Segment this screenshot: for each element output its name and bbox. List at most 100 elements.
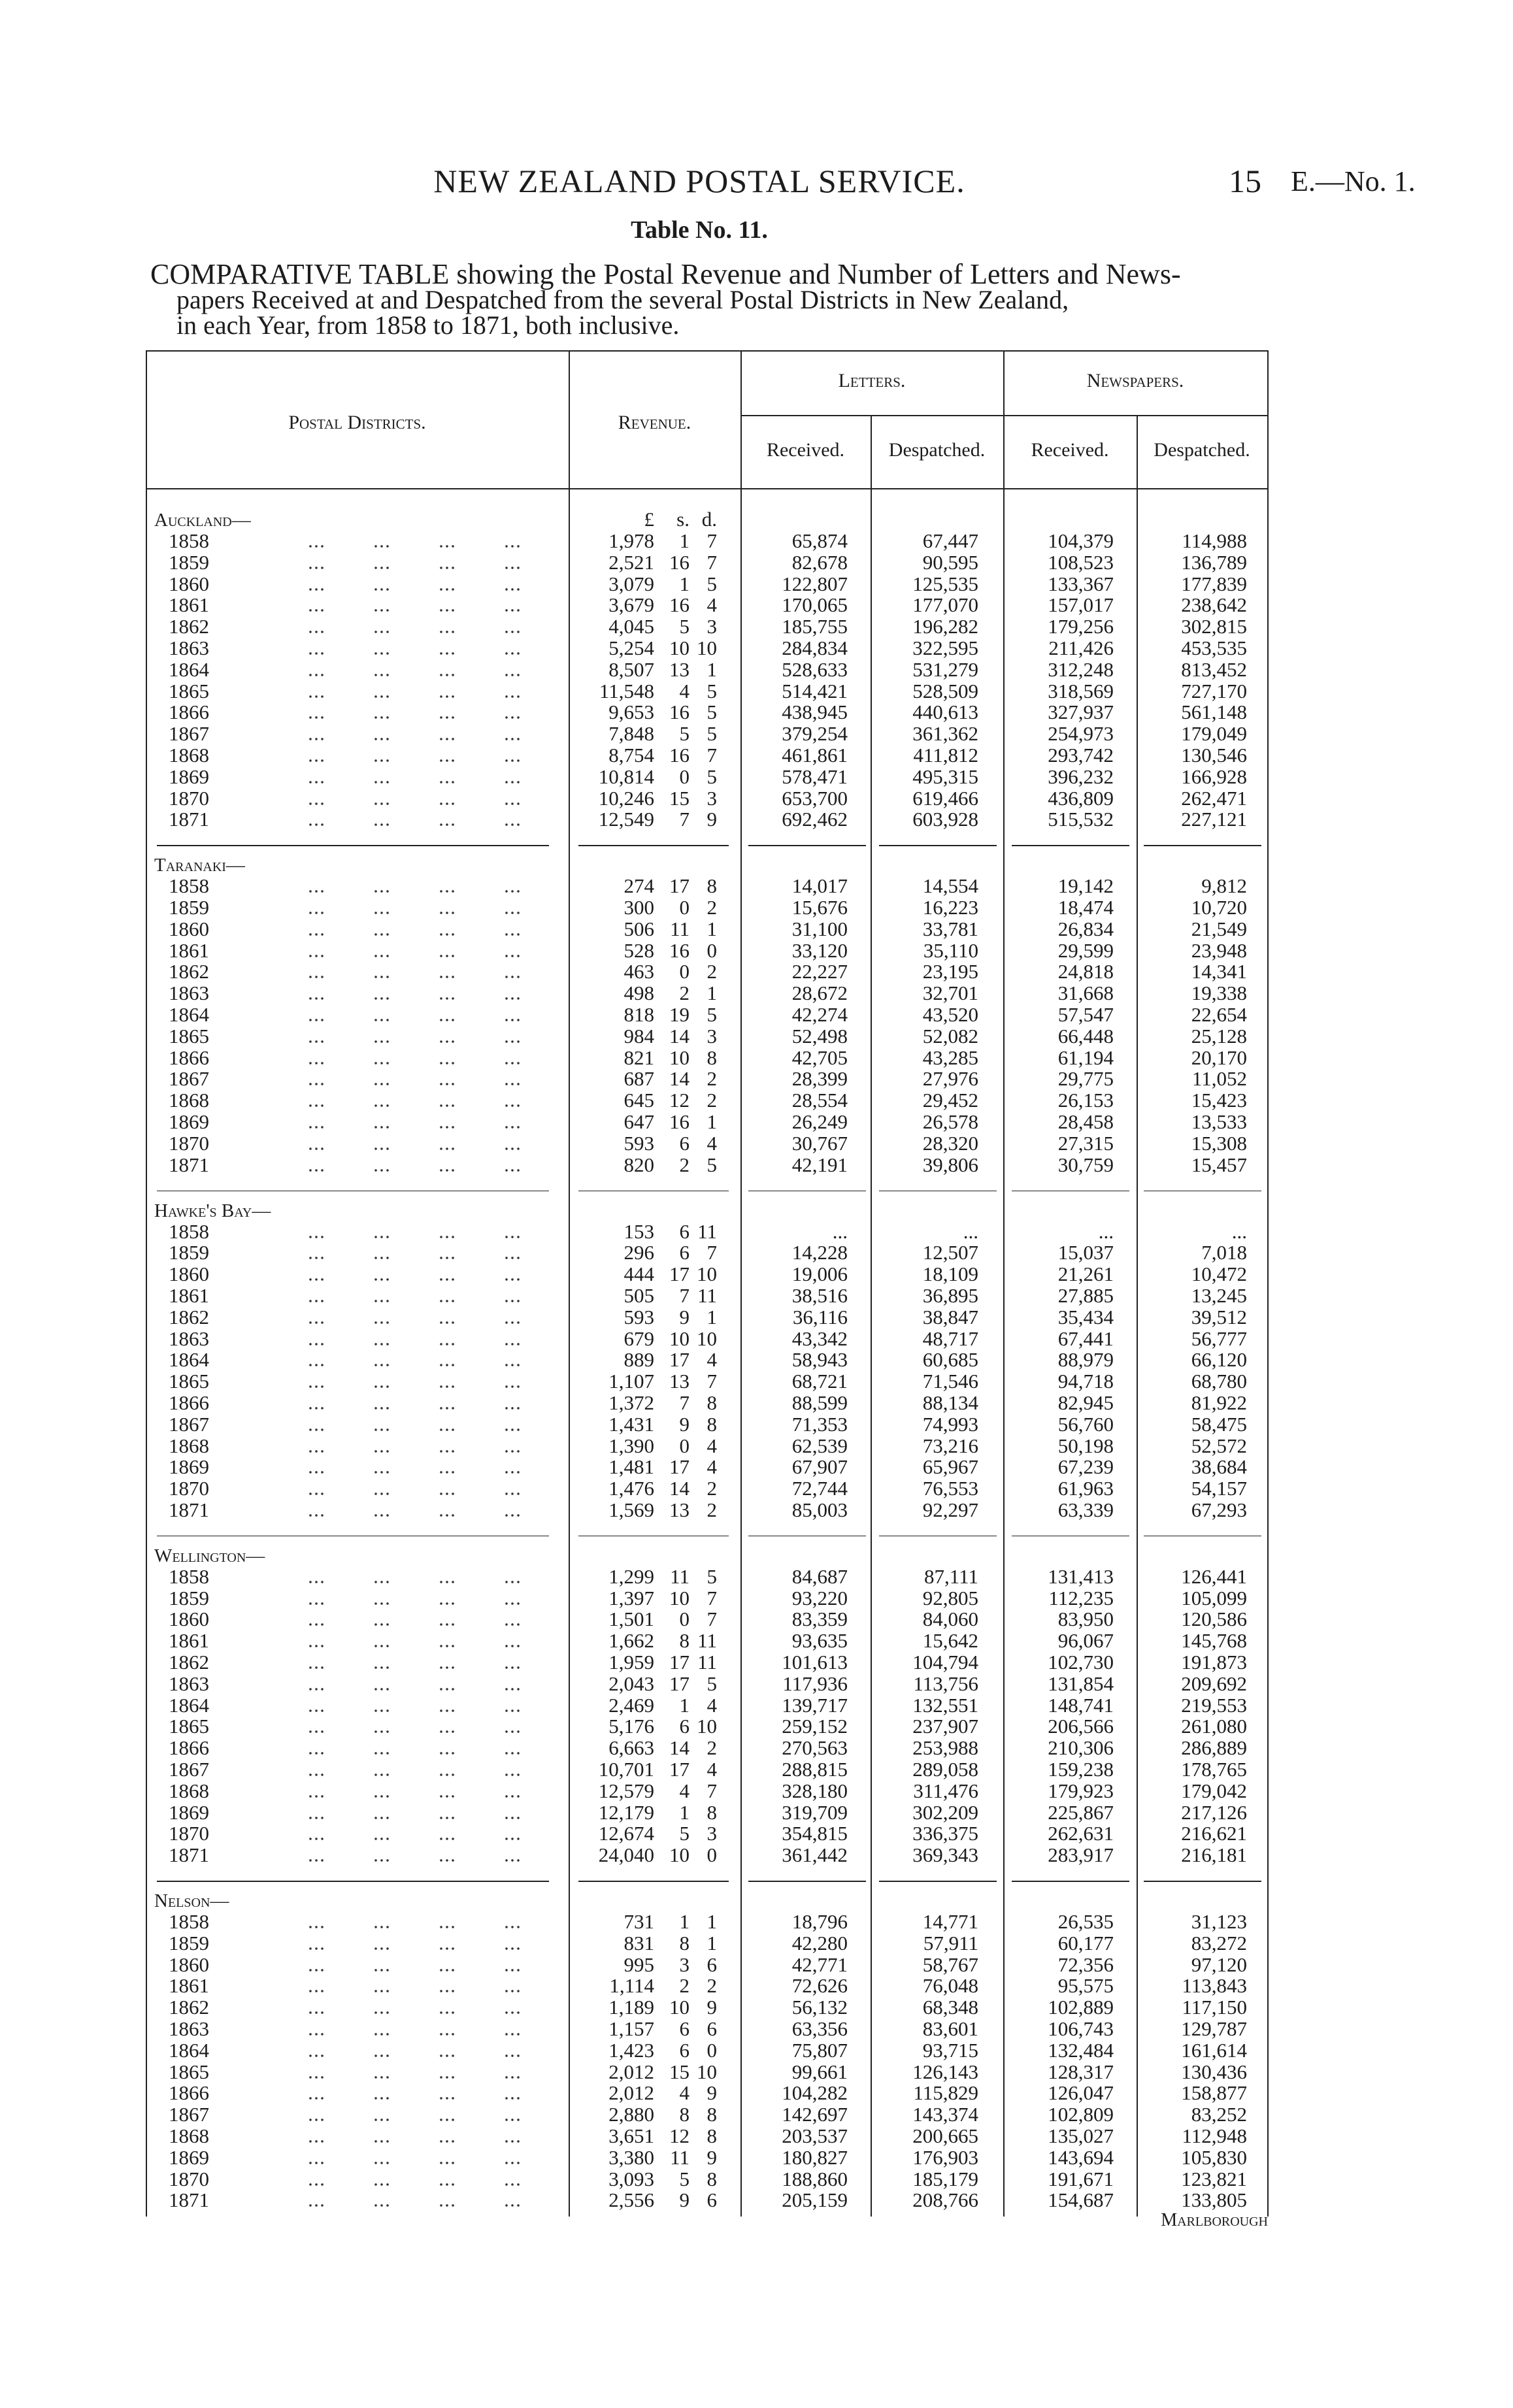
letters-received-cell: 62,539 [791,1434,848,1457]
newspapers-received-cell: 211,426 [1048,636,1114,659]
dot-leader [278,1449,557,1453]
shillings-cell: 1 [679,1693,690,1717]
year-cell: 1871 [169,1843,209,1867]
letters-despatched-cell: 65,967 [922,1455,978,1479]
pounds-cell: 2,012 [608,2081,654,2105]
letters-received-cell: 26,249 [791,1110,848,1134]
shillings-cell: 0 [679,896,690,919]
newspapers-received-cell: 61,963 [1057,1477,1114,1500]
letters-despatched-cell: 16,223 [922,896,978,919]
dot-leader [278,1385,557,1389]
letters-despatched-cell: 237,907 [912,1715,978,1738]
pounds-cell: 153 [623,1219,655,1243]
pounds-cell: 2,469 [608,1693,654,1717]
column-divider [871,415,872,2217]
newspapers-despatched-cell: 15,423 [1191,1089,1247,1112]
newspapers-despatched-cell: 58,475 [1191,1412,1247,1436]
pence-cell: 4 [707,1757,718,1781]
pence-cell: 0 [707,1843,718,1867]
letters-received-cell: 28,554 [791,1089,848,1112]
section-rule [1012,1881,1129,1882]
newspapers-received-cell: 327,937 [1048,701,1114,724]
dot-leader [278,672,557,677]
letters-despatched-cell: 289,058 [912,1757,978,1781]
year-cell: 1865 [169,1024,209,1047]
pounds-cell: 300 [623,896,655,919]
newspapers-received-cell: 60,177 [1057,1931,1114,1954]
letters-despatched-cell: 39,806 [922,1153,978,1176]
pence-cell: 1 [707,657,718,681]
dot-leader [278,1168,557,1172]
pence-cell: 3 [707,615,718,638]
newspapers-received-cell: 26,535 [1057,1910,1114,1933]
shillings-cell: 17 [669,1650,690,1674]
letters-received-cell: 42,705 [791,1046,848,1069]
letters-received-cell: 42,191 [791,1153,848,1176]
shillings-cell: 7 [679,808,690,831]
newspapers-despatched-cell: 83,272 [1191,1931,1247,1954]
pence-cell: 7 [707,1779,718,1802]
letters-received-cell: 42,771 [791,1953,848,1976]
shillings-cell: 9 [679,1305,690,1328]
dot-leader [278,1234,557,1239]
letters-received-cell: 22,227 [791,960,848,983]
newspapers-despatched-cell: 813,452 [1181,657,1247,681]
document-reference: E.—No. 1. [1291,165,1416,197]
section-rule [879,1190,997,1191]
year-cell: 1862 [169,1305,209,1328]
year-cell: 1863 [169,2017,209,2040]
caption-line-1: COMPARATIVE TABLE showing the Postal Rev… [150,258,1181,290]
letters-despatched-cell: 15,642 [922,1629,978,1653]
section-rule [1012,1190,1129,1191]
shillings-cell: 10 [669,1327,690,1350]
year-cell: 1868 [169,744,209,767]
pence-cell: 1 [707,1931,718,1954]
dot-leader [278,1125,557,1130]
shillings-cell: 5 [679,722,690,746]
letters-received-cell: 93,220 [791,1586,848,1609]
pounds-cell: 2,521 [608,550,654,574]
letters-received-cell: 42,274 [791,1003,848,1027]
letters-received-cell: 71,353 [791,1412,848,1436]
year-cell: 1868 [169,1779,209,1802]
letters-received-cell: 75,807 [791,2038,848,2062]
dot-leader [278,1601,557,1606]
pence-cell: 8 [707,2103,718,2126]
pounds-cell: 498 [623,981,655,1005]
district-name: Nelson— [154,1890,229,1911]
dot-leader [278,1946,557,1951]
section-rule [157,1190,549,1191]
shillings-cell: 6 [679,1131,690,1155]
pounds-cell: 1,397 [608,1586,654,1609]
year-cell: 1859 [169,1931,209,1954]
shillings-cell: 14 [669,1067,690,1091]
year-cell: 1871 [169,2188,209,2212]
pence-cell: 5 [707,701,718,724]
letters-despatched-cell: 322,595 [912,636,978,659]
newspapers-despatched-cell: 216,621 [1181,1822,1247,1845]
letters-received-cell: 653,700 [782,786,848,810]
pounds-cell: 3,380 [608,2145,654,2169]
pence-cell: 8 [707,2124,718,2147]
pence-cell: 2 [707,1089,718,1112]
newspapers-despatched-cell: 161,614 [1181,2038,1247,2062]
pounds-cell: 1,481 [608,1455,654,1479]
year-cell: 1870 [169,1131,209,1155]
newspapers-received-cell: 102,889 [1048,1996,1114,2019]
letters-received-cell: 36,116 [792,1305,848,1328]
newspapers-received-cell: 396,232 [1048,765,1114,788]
newspapers-received-cell: 15,037 [1057,1241,1114,1264]
newspapers-received-cell: 128,317 [1048,2060,1114,2083]
pounds-cell: 2,012 [608,2060,654,2083]
newspapers-received-cell: 30,759 [1057,1153,1114,1176]
pence-cell: 7 [707,529,718,552]
pounds-cell: 506 [623,917,655,940]
pounds-cell: 1,114 [609,1974,654,1998]
newspapers-despatched-cell: 39,512 [1191,1305,1247,1328]
newspapers-despatched-cell: 31,123 [1191,1910,1247,1933]
year-cell: 1858 [169,874,209,898]
shillings-cell: 16 [669,593,690,617]
letters-received-cell: 18,796 [791,1910,848,1933]
dot-leader [278,1772,557,1777]
year-cell: 1860 [169,1953,209,1976]
